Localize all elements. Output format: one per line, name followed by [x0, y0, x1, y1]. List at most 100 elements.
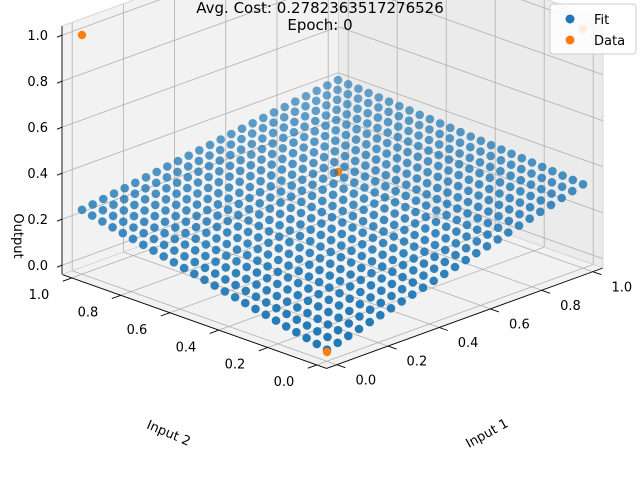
fit-point	[340, 151, 350, 161]
fit-point	[263, 262, 272, 271]
fit-point	[547, 178, 557, 187]
fit-point	[472, 237, 482, 246]
fit-point	[159, 240, 169, 250]
fit-point	[473, 213, 483, 223]
fit-point	[257, 144, 267, 154]
fit-point	[312, 86, 322, 96]
fit-point	[349, 189, 359, 198]
fit-point	[353, 94, 363, 103]
fit-point	[320, 142, 329, 151]
y-tick-mark	[307, 364, 317, 369]
fit-point	[389, 232, 399, 241]
fit-point	[241, 274, 251, 284]
fit-point	[310, 127, 320, 136]
fit-point	[455, 138, 465, 147]
fit-point	[251, 304, 260, 314]
fit-point	[255, 199, 264, 208]
fit-point	[455, 149, 464, 158]
fit-point	[382, 138, 392, 148]
fit-point	[212, 222, 222, 232]
fit-point	[318, 174, 328, 183]
fit-point	[358, 216, 368, 226]
fit-point	[360, 172, 370, 181]
legend-marker-fit	[565, 14, 575, 24]
fit-point	[557, 182, 567, 191]
fit-point	[376, 298, 386, 308]
fit-point	[323, 320, 333, 329]
fit-point	[149, 234, 159, 244]
fit-point	[202, 217, 212, 226]
fit-point	[365, 317, 375, 327]
fit-point	[294, 254, 304, 264]
fit-point	[171, 211, 180, 221]
x-tick-label: 0.0	[355, 373, 376, 388]
fit-point	[162, 173, 172, 182]
grid-line-x	[72, 270, 337, 366]
fit-point	[493, 235, 503, 244]
fit-point	[379, 215, 389, 225]
fit-point	[314, 289, 323, 299]
fit-point	[400, 225, 409, 235]
z-tick-label: 0.2	[27, 213, 48, 228]
x-tick-label: 0.6	[509, 317, 530, 332]
fit-point	[130, 189, 140, 198]
fit-point	[297, 197, 306, 207]
fit-point	[341, 130, 351, 140]
fit-point	[465, 153, 475, 163]
fit-point	[139, 217, 149, 227]
fit-point	[281, 322, 291, 331]
fit-point	[325, 259, 335, 269]
fit-point	[355, 312, 364, 321]
y-tick-label: 1.0	[29, 288, 50, 303]
grid-lines	[61, 0, 604, 366]
fit-point	[241, 286, 251, 296]
fit-point	[311, 116, 320, 126]
fit-point	[247, 150, 256, 159]
fit-point	[475, 158, 485, 167]
fit-point	[473, 202, 483, 212]
fit-point	[422, 178, 432, 188]
fit-point	[434, 140, 444, 149]
y-tick-label: 0.6	[127, 323, 148, 338]
fit-point	[302, 333, 311, 343]
fit-point	[403, 147, 412, 157]
fit-point	[304, 284, 313, 293]
fit-point	[345, 294, 355, 304]
y-tick-label: 0.0	[274, 375, 295, 390]
fit-point	[354, 84, 363, 93]
fit-point	[292, 327, 301, 337]
fit-point	[403, 137, 413, 146]
axis-lines	[61, 0, 604, 369]
fit-point	[98, 217, 107, 226]
fit-point	[226, 150, 235, 160]
fit-point	[293, 303, 302, 312]
fit-point	[225, 161, 235, 171]
fit-point	[333, 75, 343, 85]
fit-point	[506, 171, 515, 180]
fit-point	[287, 181, 297, 190]
fit-point	[183, 162, 193, 171]
fit-point	[380, 193, 390, 202]
z-tick-label: 0.4	[27, 167, 48, 182]
fit-point	[282, 309, 291, 319]
fit-point	[280, 102, 290, 112]
fit-point	[446, 123, 455, 133]
z-tick-label: 0.6	[27, 121, 48, 136]
fit-point	[278, 154, 287, 164]
fit-point	[412, 185, 421, 194]
fit-point	[497, 145, 506, 154]
fit-point	[184, 151, 193, 160]
fit-point	[215, 156, 225, 165]
fit-point	[233, 233, 242, 243]
fit-point	[402, 180, 411, 189]
fit-point	[527, 169, 536, 178]
fit-point	[405, 106, 414, 115]
fit-point	[342, 120, 351, 129]
fit-point	[482, 242, 492, 251]
fit-point	[371, 155, 381, 164]
fit-point	[205, 151, 214, 160]
fit-point	[293, 290, 303, 300]
grid-line-z	[61, 26, 339, 128]
fit-point	[181, 217, 191, 226]
fit-point	[302, 321, 312, 330]
